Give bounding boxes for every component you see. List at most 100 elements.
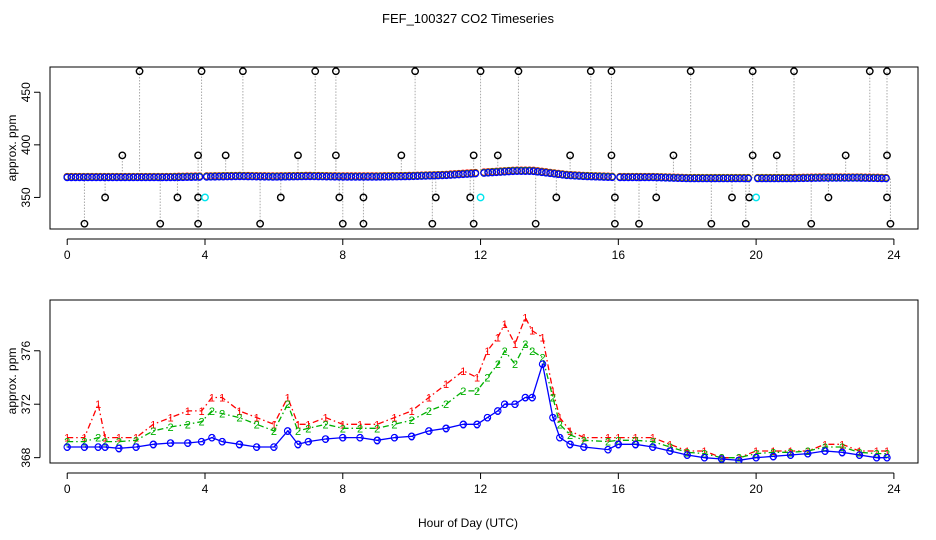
calibration-point	[652, 193, 661, 202]
series-3-marker: 3	[254, 442, 260, 454]
baseline-point	[84, 173, 92, 182]
baseline-point	[500, 167, 509, 176]
series-3-point	[373, 436, 381, 445]
baseline-point	[698, 174, 707, 183]
baseline-point	[550, 170, 559, 178]
series-3-point	[283, 427, 292, 435]
baseline-point	[129, 173, 138, 182]
series-1-marker: 1	[133, 433, 139, 445]
series-1-marker: 1	[701, 446, 707, 458]
series-3-marker: 3	[770, 451, 776, 463]
series-3-marker: 3	[167, 438, 173, 450]
series-1-marker: 1	[305, 419, 311, 431]
series-1-marker: 1	[460, 366, 466, 378]
baseline-point	[446, 171, 455, 179]
series-3-point	[473, 420, 481, 429]
series-3-point	[804, 449, 812, 458]
baseline-point	[799, 174, 808, 183]
baseline-point	[191, 173, 200, 181]
series-1-marker: 1	[484, 346, 490, 358]
series-3-point	[483, 413, 492, 422]
calibration-point	[428, 219, 437, 228]
series-3-point	[821, 447, 829, 455]
baseline-point	[533, 168, 542, 176]
baseline-point	[339, 173, 347, 181]
calibration-point	[221, 151, 230, 160]
calibration-point	[194, 151, 203, 160]
baseline-point	[175, 173, 183, 182]
baseline-point	[146, 173, 154, 182]
baseline-point	[413, 172, 422, 181]
baseline-point	[604, 173, 612, 181]
series-2-marker: 2	[805, 446, 811, 458]
baseline-point	[762, 174, 770, 183]
series-1-marker: 1	[605, 433, 611, 445]
top-plot-frame	[49, 66, 919, 230]
series-2-marker: 2	[409, 415, 415, 427]
baseline-point	[723, 174, 732, 183]
baseline-point	[566, 171, 575, 180]
baseline-point	[636, 173, 645, 182]
calibration-point-cyan	[752, 193, 761, 202]
baseline-point	[484, 168, 492, 177]
series-3-point	[356, 433, 364, 442]
series-3-marker: 3	[322, 434, 328, 446]
calibration-point	[469, 151, 478, 160]
series-3-point	[604, 445, 612, 454]
series-2-marker: 2	[185, 419, 191, 431]
calibration-point	[101, 193, 110, 202]
baseline-point	[455, 170, 463, 179]
calibration-point	[476, 67, 485, 76]
series-3-point	[566, 440, 574, 449]
series-1-marker: 1	[719, 453, 725, 465]
series-2-marker: 2	[567, 430, 573, 442]
series-3-point	[321, 435, 330, 443]
top-x-tick-label: 20	[749, 248, 763, 262]
top-y-tick-label: 400	[19, 135, 33, 155]
calibration-point	[397, 151, 406, 160]
baseline-point	[575, 172, 583, 180]
baseline-point	[521, 167, 530, 175]
series-2-marker: 2	[167, 422, 173, 434]
calibration-point	[807, 219, 816, 228]
baseline-point	[715, 174, 724, 183]
baseline-point	[828, 174, 837, 182]
top-x-tick-label: 4	[202, 248, 209, 262]
calibration-point	[566, 151, 575, 160]
series-3-marker: 3	[133, 442, 139, 454]
series-2-marker: 2	[557, 419, 563, 431]
baseline-point	[849, 174, 857, 182]
baseline-point	[857, 174, 865, 182]
baseline-point	[335, 173, 343, 181]
baseline-point	[162, 173, 171, 182]
series-1-marker: 1	[632, 433, 638, 445]
baseline-point	[824, 174, 832, 182]
baseline-point	[774, 174, 783, 183]
baseline-point	[844, 174, 853, 182]
series-1-marker: 1	[254, 413, 260, 425]
calibration-point	[707, 219, 716, 228]
baseline-point	[579, 172, 588, 181]
series-2-marker: 2	[150, 426, 156, 438]
baseline-point	[787, 174, 795, 183]
series-3-point	[528, 393, 536, 402]
series-3-point	[407, 432, 416, 441]
baseline-point	[183, 173, 191, 182]
calibration-point	[466, 193, 475, 202]
calibration-point	[728, 193, 736, 202]
baseline-point	[678, 174, 686, 183]
baseline-point	[401, 172, 409, 181]
calibration-point	[80, 219, 89, 228]
calibration-point	[748, 67, 757, 76]
baseline-point	[649, 173, 657, 182]
calibration-point	[790, 67, 798, 76]
calibration-point	[276, 193, 285, 202]
baseline-point	[711, 174, 719, 183]
calibration-point	[748, 151, 757, 160]
calibration-point	[865, 67, 874, 76]
series-3-point	[304, 437, 313, 446]
calibration-point	[359, 193, 368, 202]
baseline-point	[869, 174, 878, 183]
baseline-point	[326, 172, 335, 181]
series-1-marker: 1	[502, 319, 508, 331]
